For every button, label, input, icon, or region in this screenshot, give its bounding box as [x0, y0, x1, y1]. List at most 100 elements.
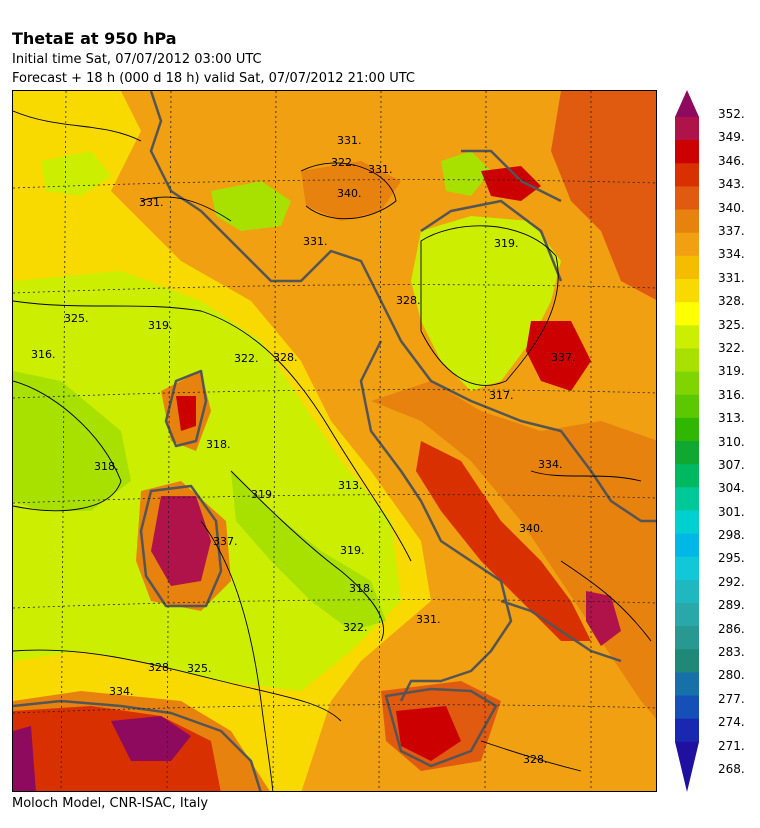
colorbar-tick-label: 340.: [718, 200, 745, 215]
colorbar-tick-label: 280.: [718, 668, 745, 683]
contour-label: 319.: [340, 544, 365, 557]
colorbar-tick-label: 301.: [718, 504, 745, 519]
colorbar-tick-label: 289.: [718, 598, 745, 613]
contour-label: 331.: [368, 163, 393, 176]
colorbar-bin: [675, 302, 699, 326]
colorbar-bin: [675, 626, 699, 650]
contour-label: 319.: [494, 237, 519, 250]
colorbar-bin: [675, 186, 699, 211]
colorbar-bin: [675, 325, 699, 349]
field-green-band: [231, 471, 386, 631]
field-green-alps: [211, 181, 291, 231]
colorbar-bin: [675, 672, 699, 697]
graticule: [13, 91, 656, 791]
field-purple-africa: [111, 716, 191, 761]
colorbar: [675, 90, 699, 792]
contour-label: 331.: [303, 235, 328, 248]
contours: [13, 110, 652, 791]
colorbar-tick-label: 304.: [718, 481, 745, 496]
contour-label: 325.: [187, 662, 212, 675]
colorbar-tick-label: 271.: [718, 738, 745, 753]
colorbar-bottom-arrow: [675, 741, 699, 792]
colorbar-bin: [675, 371, 699, 396]
colorbar-tick-label: 346.: [718, 153, 745, 168]
contour-label: 328.: [148, 661, 173, 674]
colorbar-bin: [675, 417, 699, 442]
contour-label: 319.: [251, 488, 276, 501]
colorbar-bin: [675, 556, 699, 581]
field-red-ne: [481, 166, 541, 201]
field-green-adriatic: [411, 216, 561, 391]
contour-label: 340.: [337, 187, 362, 200]
contour-label: 331.: [139, 196, 164, 209]
colorbar-bin: [675, 209, 699, 234]
coastlines: [13, 91, 656, 791]
contour-label: 331.: [337, 134, 362, 147]
colorbar-bin: [675, 255, 699, 280]
colorbar-tick-label: 343.: [718, 177, 745, 192]
colorbar-bin: [675, 348, 699, 373]
colorbar-top-arrow: [675, 90, 699, 117]
colorbar-bin: [675, 163, 699, 187]
contour-label: 334.: [109, 685, 134, 698]
field-red-sicily: [396, 706, 461, 761]
field-red-sardinia: [151, 496, 211, 586]
colorbar-bin: [675, 140, 699, 164]
colorbar-bin: [675, 533, 699, 558]
field-orange-north: [301, 161, 401, 221]
field-orange-italy: [371, 381, 656, 719]
contour-label: 334.: [538, 458, 563, 471]
colorbar-bin: [675, 718, 699, 743]
chart-title: ThetaE at 950 hPa: [12, 29, 177, 48]
contour-label: 317.: [489, 389, 514, 402]
colorbar-bin: [675, 279, 699, 303]
colorbar-tick-label: 352.: [718, 107, 745, 121]
colorbar-tick-label: 322.: [718, 340, 745, 355]
field-green-core: [13, 371, 131, 511]
contour-label: 337.: [551, 351, 576, 364]
contour-label: 328.: [273, 351, 298, 364]
colorbar-bin: [675, 649, 699, 673]
colorbar-tick-label: 325.: [718, 317, 745, 332]
colorbar-bin: [675, 510, 699, 535]
field-green-north: [441, 151, 491, 196]
colorbar-bin: [675, 117, 699, 141]
contour-label: 331.: [416, 613, 441, 626]
contour-label: 322.: [331, 156, 356, 169]
contour-label: 328.: [396, 294, 421, 307]
contour-label: 316.: [31, 348, 56, 361]
colorbar-bin: [675, 394, 699, 419]
colorbar-tick-label: 316.: [718, 387, 745, 402]
colorbar-tick-label: 328.: [718, 294, 745, 309]
colorbar-tick-label: 310.: [718, 434, 745, 449]
colorbar-tick-label: 349.: [718, 130, 745, 145]
field-red-east: [526, 321, 591, 391]
colorbar-tick-label: 268.: [718, 762, 745, 776]
model-credit: Moloch Model, CNR-ISAC, Italy: [12, 796, 209, 811]
colorbar-tick-label: 334.: [718, 247, 745, 262]
colorbar-tick-label: 331.: [718, 270, 745, 285]
contour-label: 313.: [338, 479, 363, 492]
colorbar-tick-label: 277.: [718, 691, 745, 706]
thetae-map: 322. 331. 340. 331. 331. 331. 319. 328. 319. 325.…: [12, 90, 657, 792]
contour-label: 318.: [206, 438, 231, 451]
forecast-time: Forecast + 18 h (000 d 18 h) valid Sat, …: [12, 71, 416, 86]
field-red-puglia: [586, 591, 621, 646]
field-purple-west: [13, 726, 36, 791]
colorbar-tick-label: 283.: [718, 645, 745, 660]
colorbar-tick-label: 307.: [718, 457, 745, 472]
contour-label: 337.: [213, 535, 238, 548]
contour-label: 318.: [349, 582, 374, 595]
initial-time: Initial time Sat, 07/07/2012 03:00 UTC: [12, 52, 262, 67]
colorbar-tick-label: 286.: [718, 621, 745, 636]
colorbar-bin: [675, 487, 699, 511]
contour-label: 319.: [148, 319, 173, 332]
colorbar-tick-label: 292.: [718, 574, 745, 589]
colorbar-bin: [675, 464, 699, 488]
contour-label: 328.: [523, 753, 548, 766]
field-red-corsica: [176, 396, 196, 431]
contour-label: 318.: [94, 460, 119, 473]
colorbar-bin: [675, 579, 699, 604]
field-orange-east: [551, 91, 656, 300]
colorbar-bin: [675, 441, 699, 465]
